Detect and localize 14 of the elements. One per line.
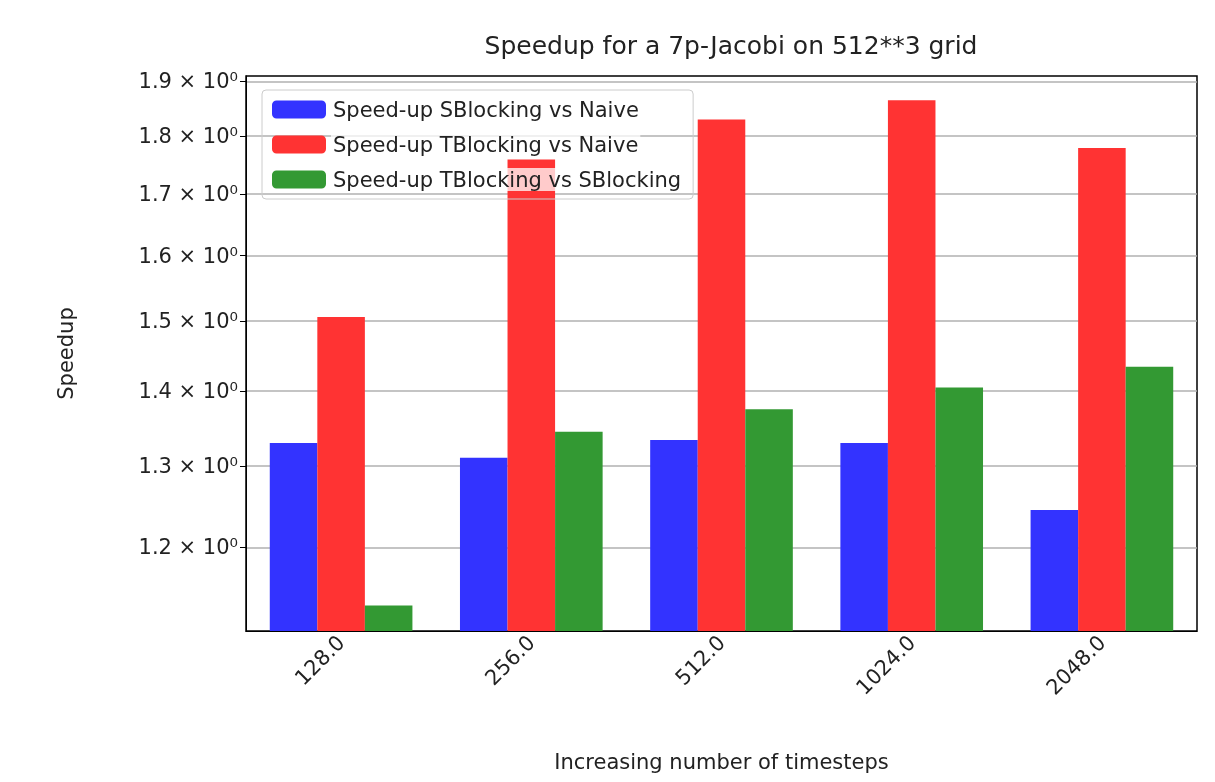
y-tick-label: 1.5 × 10⁰ [138,309,238,334]
legend-label: Speed-up SBlocking vs Naive [333,97,639,122]
y-tick-label: 1.3 × 10⁰ [138,454,238,479]
x-axis-title: Increasing number of timesteps [554,749,889,774]
chart-title: Speedup for a 7p-Jacobi on 512**3 grid [484,31,978,60]
y-tick-label: 1.2 × 10⁰ [138,535,238,560]
y-tick-label: 1.7 × 10⁰ [138,182,238,207]
y-tick-label: 1.4 × 10⁰ [138,379,238,404]
y-tick-label: 1.9 × 10⁰ [138,69,238,94]
legend-label: Speed-up TBlocking vs SBlocking [333,167,682,192]
y-axis-title: Speedup [53,307,78,400]
y-tick-label: 1.8 × 10⁰ [138,124,238,149]
legend-label: Speed-up TBlocking vs Naive [333,132,639,157]
y-tick-label: 1.6 × 10⁰ [138,243,238,268]
